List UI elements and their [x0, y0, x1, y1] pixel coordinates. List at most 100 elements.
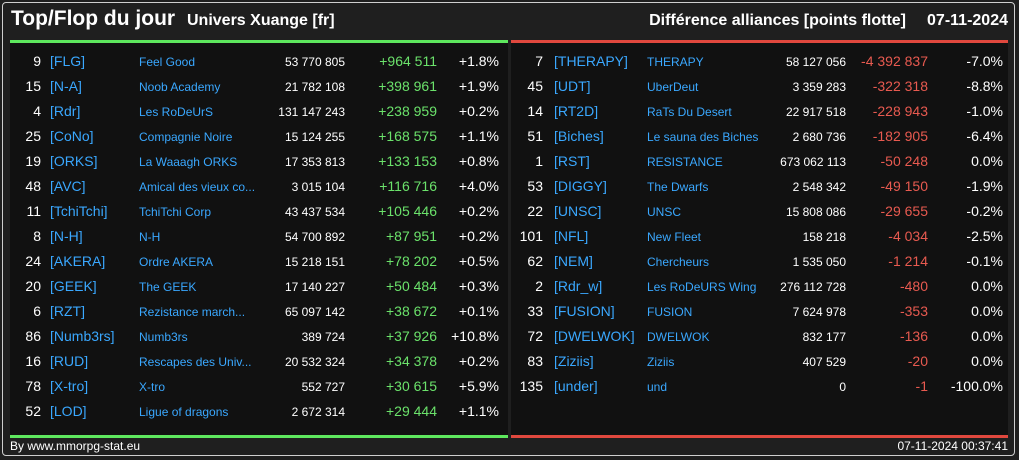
- alliance-rank: 101: [519, 228, 543, 244]
- alliance-name[interactable]: X-tro: [139, 380, 166, 394]
- percent-change: -0.1%: [966, 253, 1003, 269]
- alliance-points: 17 140 227: [284, 280, 345, 294]
- alliance-points: 2 548 342: [792, 180, 846, 194]
- alliance-rank: 48: [25, 178, 41, 194]
- alliance-tag[interactable]: [X-tro]: [50, 378, 89, 394]
- alliance-name[interactable]: N-H: [139, 230, 161, 244]
- alliance-tag[interactable]: [Rdr_w]: [554, 278, 603, 294]
- page-title: Top/Flop du jour: [11, 7, 176, 30]
- alliance-name[interactable]: RESISTANCE: [647, 155, 723, 169]
- percent-change: +0.1%: [458, 303, 499, 319]
- top-row: 48 [AVC] Amical des vieux co... 3 015 104 +1…: [10, 175, 508, 200]
- alliance-tag[interactable]: [ORKS]: [50, 153, 98, 169]
- alliance-tag[interactable]: [FLG]: [50, 53, 86, 69]
- alliance-name[interactable]: Chercheurs: [647, 255, 710, 269]
- alliance-tag[interactable]: [N-H]: [50, 228, 83, 244]
- alliance-tag[interactable]: [DWELWOK]: [554, 328, 635, 344]
- alliance-tag[interactable]: [RZT]: [50, 303, 85, 319]
- alliance-tag[interactable]: [RT2D]: [554, 103, 599, 119]
- alliance-tag[interactable]: [UNSC]: [554, 203, 602, 219]
- alliance-name[interactable]: Ziziis: [647, 355, 675, 369]
- alliance-name[interactable]: The Dwarfs: [647, 180, 709, 194]
- flop-row: 51 [Biches] Le sauna des Biches 2 680 736 -1…: [511, 125, 1008, 150]
- alliance-rank: 51: [527, 128, 543, 144]
- alliance-name[interactable]: RaTs Du Desert: [647, 105, 732, 119]
- alliance-tag[interactable]: [GEEK]: [50, 278, 97, 294]
- alliance-name[interactable]: UberDeut: [647, 80, 699, 94]
- alliance-name[interactable]: Compagnie Noire: [139, 130, 233, 144]
- percent-change: -2.5%: [966, 228, 1003, 244]
- alliance-tag[interactable]: [under]: [554, 378, 598, 394]
- alliance-name[interactable]: DWELWOK: [647, 330, 710, 344]
- points-delta: +78 202: [386, 253, 437, 269]
- alliance-points: 673 062 113: [780, 155, 846, 169]
- alliance-name[interactable]: Rescapes des Univ...: [139, 355, 252, 369]
- alliance-name[interactable]: Ordre AKERA: [139, 255, 214, 269]
- alliance-rank: 22: [527, 203, 543, 219]
- percent-change: +10.8%: [451, 328, 499, 344]
- header-date: 07-11-2024: [927, 12, 1008, 29]
- alliance-points: 407 529: [802, 355, 846, 369]
- alliance-points: 17 353 813: [284, 155, 345, 169]
- percent-change: 0.0%: [971, 328, 1003, 344]
- alliance-name[interactable]: Amical des vieux co...: [139, 180, 256, 194]
- percent-change: -6.4%: [966, 128, 1003, 144]
- points-delta: -322 318: [872, 78, 928, 94]
- percent-change: -8.8%: [966, 78, 1003, 94]
- alliance-name[interactable]: Ligue of dragons: [139, 405, 229, 419]
- percent-change: 0.0%: [971, 303, 1003, 319]
- alliance-name[interactable]: Numb3rs: [139, 330, 188, 344]
- alliance-tag[interactable]: [TchiTchi]: [50, 203, 108, 219]
- points-delta: -1: [915, 378, 928, 394]
- universe-label: Univers Xuange [fr]: [187, 12, 335, 29]
- alliance-name[interactable]: Noob Academy: [139, 80, 221, 94]
- alliance-tag[interactable]: [AVC]: [50, 178, 86, 194]
- percent-change: +0.3%: [458, 278, 499, 294]
- alliance-tag[interactable]: [Numb3rs]: [50, 328, 115, 344]
- alliance-name[interactable]: Les RoDeURS Wing: [647, 280, 757, 294]
- alliance-name[interactable]: UNSC: [647, 205, 682, 219]
- alliance-name[interactable]: New Fleet: [647, 230, 702, 244]
- flop-panel: 7 [THERAPY] THERAPY 58 127 056 -4 392 837 -7.…: [511, 40, 1008, 438]
- flop-row: 45 [UDT] UberDeut 3 359 283 -322 318 -8.8%: [511, 75, 1008, 100]
- alliance-name[interactable]: Rezistance march...: [139, 305, 246, 319]
- alliance-name[interactable]: THERAPY: [647, 55, 704, 69]
- alliance-tag[interactable]: [Biches]: [554, 128, 604, 144]
- alliance-tag[interactable]: [DIGGY]: [554, 178, 607, 194]
- alliance-tag[interactable]: [RST]: [554, 153, 590, 169]
- alliance-tag[interactable]: [CoNo]: [50, 128, 94, 144]
- alliance-rank: 14: [527, 103, 543, 119]
- points-delta: +50 484: [386, 278, 437, 294]
- alliance-tag[interactable]: [NEM]: [554, 253, 593, 269]
- alliance-tag[interactable]: [RUD]: [50, 353, 89, 369]
- alliance-tag[interactable]: [FUSION]: [554, 303, 615, 319]
- alliance-tag[interactable]: [Ziziis]: [554, 353, 594, 369]
- alliance-name[interactable]: FUSION: [647, 305, 693, 319]
- top-row: 25 [CoNo] Compagnie Noire 15 124 255 +168 57…: [10, 125, 508, 150]
- alliance-name[interactable]: Le sauna des Biches: [647, 130, 759, 144]
- points-delta: +238 959: [378, 103, 437, 119]
- alliance-tag[interactable]: [N-A]: [50, 78, 82, 94]
- alliance-tag[interactable]: [UDT]: [554, 78, 591, 94]
- alliance-points: 832 177: [802, 330, 846, 344]
- alliance-name[interactable]: Les RoDeUrS: [139, 105, 214, 119]
- alliance-tag[interactable]: [AKERA]: [50, 253, 106, 269]
- alliance-tag[interactable]: [LOD]: [50, 403, 87, 419]
- alliance-tag[interactable]: [NFL]: [554, 228, 589, 244]
- alliance-rank: 83: [527, 353, 543, 369]
- alliance-name[interactable]: La Waaagh ORKS: [139, 155, 238, 169]
- alliance-name[interactable]: Feel Good: [139, 55, 196, 69]
- alliance-name[interactable]: TchiTchi Corp: [139, 205, 212, 219]
- alliance-tag[interactable]: [Rdr]: [50, 103, 81, 119]
- top-row: 24 [AKERA] Ordre AKERA 15 218 151 +78 202 +0.…: [10, 250, 508, 275]
- flop-row: 22 [UNSC] UNSC 15 808 086 -29 655 -0.2%: [511, 200, 1008, 225]
- alliance-points: 65 097 142: [284, 305, 345, 319]
- alliance-name[interactable]: und: [647, 380, 668, 394]
- percent-change: 0.0%: [971, 353, 1003, 369]
- alliance-tag[interactable]: [THERAPY]: [554, 53, 628, 69]
- flop-row: 72 [DWELWOK] DWELWOK 832 177 -136 0.0%: [511, 325, 1008, 350]
- points-delta: +964 511: [379, 53, 437, 69]
- percent-change: +0.8%: [458, 153, 499, 169]
- percent-change: -1.9%: [966, 178, 1003, 194]
- alliance-name[interactable]: The GEEK: [139, 280, 197, 294]
